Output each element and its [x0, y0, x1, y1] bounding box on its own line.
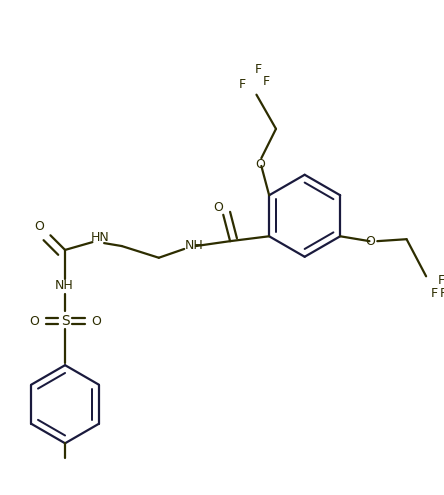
Text: HN: HN	[91, 231, 110, 244]
Text: F: F	[239, 78, 246, 92]
Text: F: F	[255, 63, 262, 76]
Text: O: O	[35, 220, 44, 233]
Text: O: O	[365, 235, 375, 248]
Text: O: O	[214, 201, 223, 214]
Text: O: O	[255, 158, 266, 171]
Text: O: O	[91, 315, 101, 328]
Text: F: F	[438, 274, 444, 287]
Text: O: O	[29, 315, 39, 328]
Text: F: F	[263, 75, 270, 88]
Text: F: F	[440, 288, 444, 300]
Text: S: S	[61, 314, 69, 328]
Text: NH: NH	[55, 279, 73, 292]
Text: F: F	[430, 288, 437, 300]
Text: NH: NH	[185, 239, 203, 251]
